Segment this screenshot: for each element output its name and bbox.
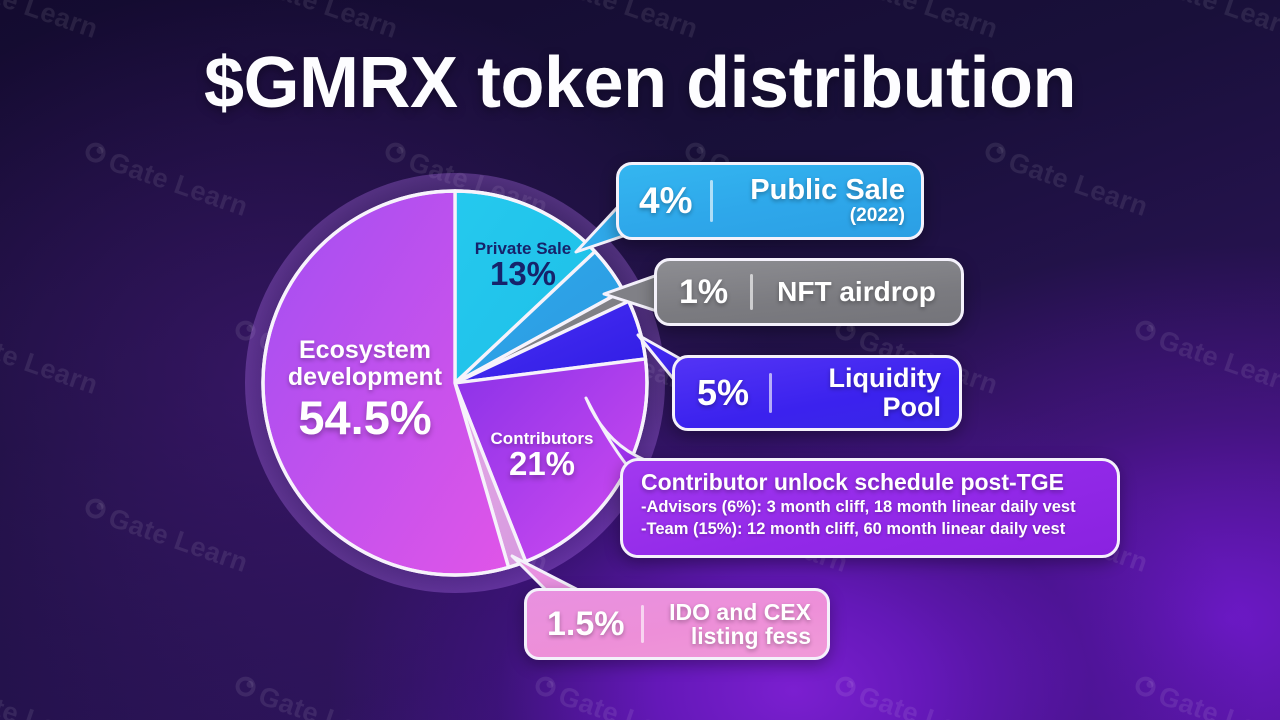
page-title: $GMRX token distribution — [0, 42, 1280, 124]
watermark-label: Gate Learn — [554, 0, 702, 45]
watermark: Gate Learn — [830, 672, 1002, 720]
watermark: Gate Learn — [80, 138, 252, 223]
gate-logo-icon — [83, 139, 109, 165]
callout-nft-airdrop: 1% NFT airdrop — [654, 258, 964, 326]
callout-public-sale-sub: (2022) — [849, 205, 905, 227]
watermark: Gate Learn — [530, 672, 702, 720]
watermark-label: Gate Learn — [0, 680, 102, 720]
watermark-label: Gate Learn — [1154, 680, 1280, 720]
watermark-label: Gate Learn — [104, 502, 252, 579]
callout-public-sale: 4% Public Sale (2022) — [616, 162, 924, 240]
watermark-label: Gate Learn — [104, 146, 252, 223]
watermark-label: Gate Learn — [0, 0, 102, 45]
watermark-label: Gate Learn — [554, 680, 702, 720]
gate-logo-icon — [983, 139, 1009, 165]
callout-unlock-line-advisors: -Advisors (6%): 3 month cliff, 18 month … — [641, 497, 1076, 516]
callout-divider — [750, 274, 754, 310]
callout-nft-airdrop-pct: 1% — [679, 272, 729, 311]
watermark-label: Gate Learn — [254, 680, 402, 720]
watermark: Gate Learn — [1130, 316, 1280, 401]
watermark-label: Gate Learn — [0, 324, 102, 401]
gate-logo-icon — [1133, 317, 1159, 343]
watermark-label: Gate Learn — [854, 680, 1002, 720]
callout-divider — [769, 373, 773, 413]
gate-logo-icon — [233, 673, 259, 699]
pie-chart-svg — [245, 173, 665, 593]
callout-public-sale-pct: 4% — [639, 180, 693, 221]
callout-divider — [640, 605, 644, 643]
watermark: Gate Learn — [0, 316, 102, 401]
watermark-label: Gate Learn — [254, 0, 402, 45]
watermark: Gate Learn — [830, 0, 1002, 45]
title-ticker: $GMRX — [203, 43, 458, 123]
watermark: Gate Learn — [80, 494, 252, 579]
gate-logo-icon — [83, 495, 109, 521]
pie-slice-group — [261, 189, 649, 577]
callout-liquidity-pool-label: Liquidity Pool — [828, 363, 941, 422]
gate-logo-icon — [533, 673, 559, 699]
callout-liquidity-pool-pct: 5% — [697, 372, 750, 413]
watermark-label: Gate Learn — [1154, 324, 1280, 401]
callout-unlock-heading: Contributor unlock schedule post-TGE — [641, 469, 1064, 495]
watermark-label: Gate Learn — [1155, 0, 1280, 45]
callout-unlock-line-team: -Team (15%): 12 month cliff, 60 month li… — [641, 519, 1066, 538]
callout-ido-cex: 1.5% IDO and CEX listing fess — [524, 588, 830, 660]
callout-public-sale-label: Public Sale (2022) — [733, 175, 905, 226]
callout-liquidity-pool: 5% Liquidity Pool — [672, 355, 962, 431]
watermark: Gate Learn — [980, 138, 1152, 223]
watermark: Gate Learn — [1130, 0, 1280, 45]
pie-chart — [240, 168, 670, 598]
gate-logo-icon — [1133, 673, 1159, 699]
watermark: Gate Learn — [1130, 672, 1280, 720]
watermark: Gate Learn — [0, 672, 102, 720]
watermark-label: Gate Learn — [854, 0, 1002, 45]
watermark: Gate Learn — [230, 0, 402, 45]
watermark-label: Gate Learn — [1004, 146, 1152, 223]
watermark: Gate Learn — [230, 672, 402, 720]
gate-logo-icon — [383, 139, 409, 165]
watermark: Gate Learn — [530, 0, 702, 45]
callout-nft-airdrop-label: NFT airdrop — [777, 276, 936, 308]
callout-contributor-unlock: Contributor unlock schedule post-TGE -Ad… — [620, 458, 1120, 558]
callout-divider — [710, 180, 714, 222]
watermark: Gate Learn — [0, 0, 102, 45]
callout-ido-cex-pct: 1.5% — [547, 604, 625, 643]
title-rest: token distribution — [457, 43, 1076, 123]
callout-ido-cex-label: IDO and CEX listing fess — [669, 598, 811, 649]
gate-logo-icon — [833, 673, 859, 699]
